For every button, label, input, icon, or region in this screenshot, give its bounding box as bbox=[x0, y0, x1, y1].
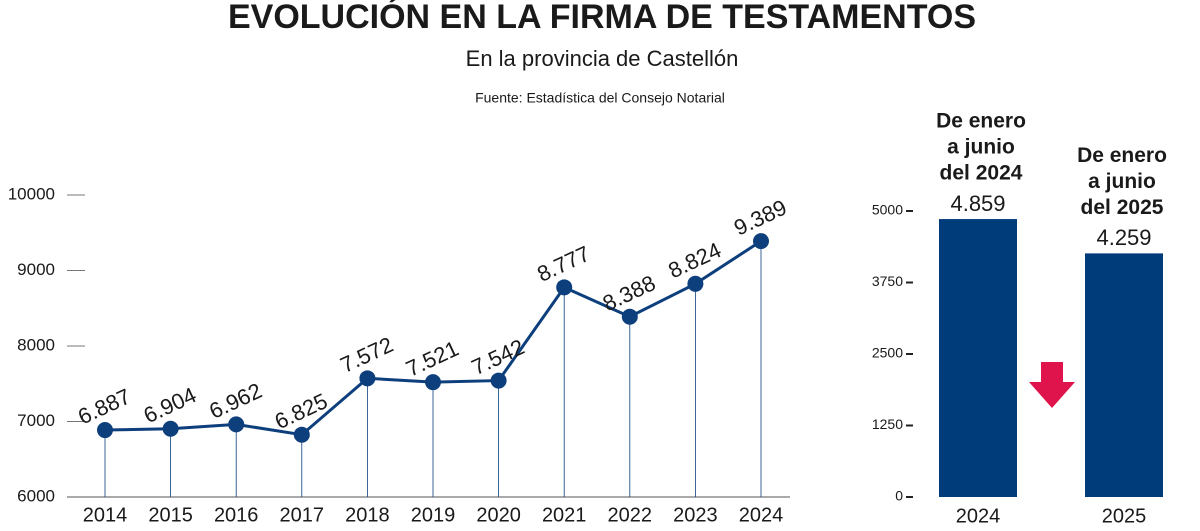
bar bbox=[939, 219, 1017, 498]
point bbox=[490, 372, 507, 389]
point bbox=[621, 308, 638, 325]
point bbox=[359, 370, 376, 387]
y-tick-label: 7000 bbox=[17, 411, 55, 430]
annotation: del 2025 bbox=[1081, 196, 1164, 219]
point bbox=[293, 426, 310, 443]
annotation: De enero bbox=[936, 110, 1026, 133]
y-tick-label: 8000 bbox=[17, 335, 55, 354]
point bbox=[425, 374, 441, 391]
point bbox=[97, 422, 113, 439]
y-tick-label: 0 bbox=[895, 488, 903, 504]
down-arrow bbox=[1029, 362, 1075, 408]
x-tick-label: 2021 bbox=[542, 504, 587, 526]
y-tick-label: 1250 bbox=[872, 416, 903, 432]
annotation: a junio bbox=[1088, 170, 1156, 193]
y-tick-label: 6000 bbox=[17, 486, 55, 505]
subtitle: En la provincia de Castellón bbox=[466, 46, 739, 71]
bar bbox=[1085, 253, 1163, 497]
x-tick-label: 2024 bbox=[739, 504, 784, 526]
value-label: 4.259 bbox=[1096, 225, 1151, 250]
x-tick-label: 2022 bbox=[608, 504, 653, 526]
point bbox=[162, 420, 179, 437]
x-tick-label: 2023 bbox=[673, 504, 718, 526]
point bbox=[753, 233, 769, 250]
x-tick-label: 2020 bbox=[476, 504, 521, 526]
annotation: a junio bbox=[947, 136, 1015, 159]
x-tick-label: 2017 bbox=[280, 504, 325, 526]
annotation: del 2024 bbox=[940, 162, 1023, 185]
point bbox=[228, 416, 245, 433]
annotation: De enero bbox=[1077, 144, 1167, 167]
y-tick-label: 9000 bbox=[17, 260, 55, 279]
y-tick-label: 3750 bbox=[872, 273, 903, 289]
x-tick-label: 2015 bbox=[148, 504, 193, 526]
x-tick-label: 2024 bbox=[956, 505, 1001, 527]
point bbox=[556, 279, 573, 296]
x-tick-label: 2025 bbox=[1102, 505, 1147, 527]
source: Fuente: Estadística del Consejo Notarial bbox=[475, 90, 725, 106]
title: EVOLUCIÓN EN LA FIRMA DE TESTAMENTOS bbox=[228, 0, 976, 36]
y-tick-label: 2500 bbox=[872, 345, 903, 361]
x-tick-label: 2016 bbox=[214, 504, 259, 526]
y-tick-label: 5000 bbox=[872, 202, 903, 218]
value-label: 4.859 bbox=[950, 191, 1005, 216]
y-tick-label: 10000 bbox=[8, 184, 55, 203]
x-tick-label: 2014 bbox=[83, 504, 128, 526]
point bbox=[687, 275, 704, 292]
x-tick-label: 2018 bbox=[345, 504, 390, 526]
x-tick-label: 2019 bbox=[411, 504, 456, 526]
